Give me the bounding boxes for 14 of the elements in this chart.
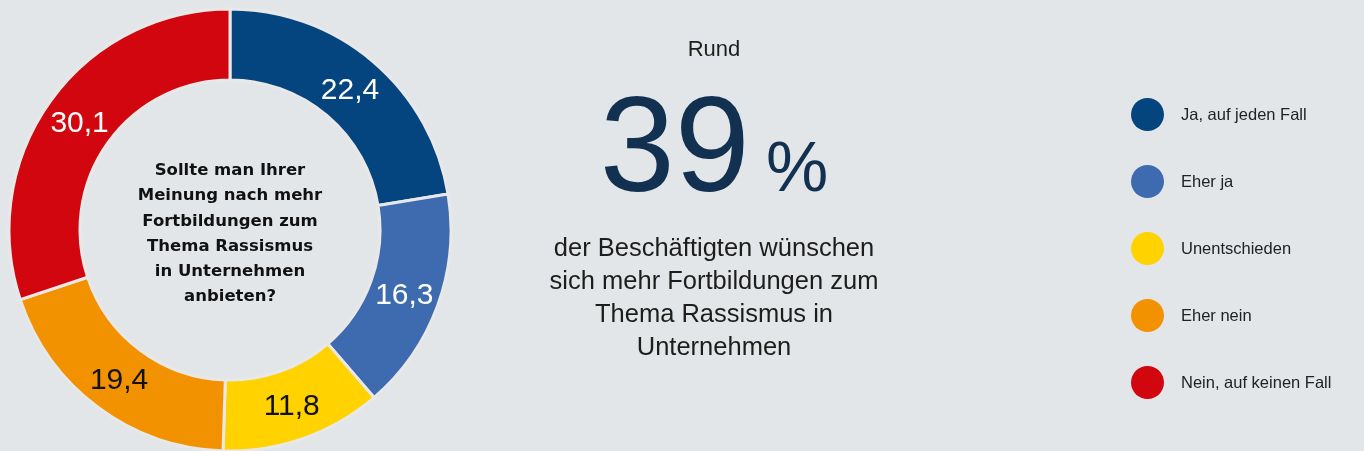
data-label: 11,8 [263,388,320,422]
data-label: 30,1 [50,104,109,138]
legend-label: Ja, auf jeden Fall [1181,105,1307,124]
legend-label: Eher nein [1181,306,1252,325]
data-label: 22,4 [320,72,380,106]
legend-label: Unentschieden [1181,239,1292,258]
legend-label: Nein, auf keinen Fall [1181,373,1332,392]
text: der Beschäftigten wünschen sich mehr Fortbildungen zum Thema Rassismus in Unternehmen [548,232,880,362]
text: Rund [687,36,741,61]
data-label: 19,4 [89,362,149,396]
data-label: 16,3 [375,276,434,310]
text: Sollte man Ihrer Meinung nach mehr Fortbildungen zum Thema Rassismus in Unternehmen anbieten? [136,159,324,308]
text: 39% [599,69,829,220]
legend-label: Eher ja [1181,172,1234,191]
